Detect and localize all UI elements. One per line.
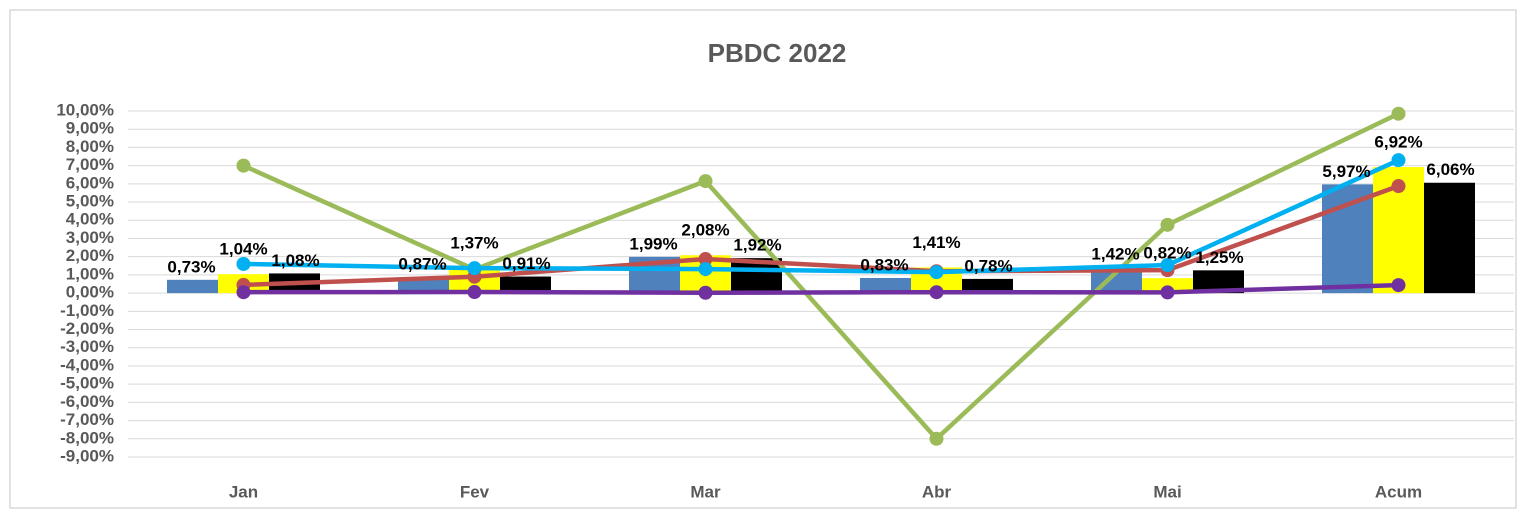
x-tick-label: Mai bbox=[1153, 482, 1181, 501]
line bbox=[243, 183, 1400, 288]
line-marker bbox=[236, 256, 251, 271]
bar bbox=[1322, 184, 1373, 294]
y-tick-label: 7,00% bbox=[66, 155, 114, 174]
line bbox=[242, 111, 1400, 442]
y-tick-label: -8,00% bbox=[60, 428, 114, 447]
data-label: 0,83% bbox=[860, 255, 908, 274]
data-label: 6,92% bbox=[1374, 133, 1422, 152]
y-tick-label: -6,00% bbox=[60, 392, 114, 411]
data-label: 6,06% bbox=[1426, 160, 1474, 179]
y-tick-label: 10,00% bbox=[56, 100, 114, 119]
data-label: 1,08% bbox=[271, 251, 319, 270]
chart-title: PBDC 2022 bbox=[708, 38, 847, 68]
x-tick-label: Fev bbox=[460, 482, 490, 501]
line-marker bbox=[698, 252, 713, 267]
y-tick-label: -7,00% bbox=[60, 410, 114, 429]
line-marker bbox=[698, 262, 713, 277]
line-marker bbox=[467, 285, 482, 300]
data-label: 0,73% bbox=[167, 257, 215, 276]
x-tick-label: Acum bbox=[1375, 482, 1422, 501]
line-marker bbox=[1160, 217, 1175, 232]
data-label: 0,82% bbox=[1143, 244, 1191, 263]
line-marker bbox=[236, 285, 251, 300]
y-tick-label: 9,00% bbox=[66, 119, 114, 138]
bar bbox=[500, 276, 551, 294]
data-label: 1,04% bbox=[219, 240, 267, 259]
y-tick-label: -5,00% bbox=[60, 374, 114, 393]
line-marker bbox=[1391, 106, 1406, 121]
line-marker bbox=[698, 174, 713, 189]
line-marker bbox=[929, 285, 944, 300]
x-tick-label: Mar bbox=[690, 482, 721, 501]
bar bbox=[1193, 270, 1244, 294]
y-tick-label: -1,00% bbox=[60, 301, 114, 320]
bar bbox=[1424, 182, 1475, 294]
y-tick-label: 4,00% bbox=[66, 210, 114, 229]
bar bbox=[860, 277, 911, 294]
data-label: 1,37% bbox=[450, 234, 498, 253]
y-tick-label: -4,00% bbox=[60, 355, 114, 374]
line-marker bbox=[236, 158, 251, 173]
data-label: 0,78% bbox=[964, 256, 1012, 275]
y-tick-label: -2,00% bbox=[60, 319, 114, 338]
line bbox=[243, 282, 1399, 295]
data-label: 0,91% bbox=[502, 254, 550, 273]
data-label: 1,42% bbox=[1091, 245, 1139, 264]
x-tick-label: Jan bbox=[229, 482, 258, 501]
line-marker bbox=[467, 261, 482, 276]
line-marker bbox=[698, 285, 713, 300]
bar bbox=[167, 279, 218, 294]
y-tick-label: 3,00% bbox=[66, 228, 114, 247]
bar bbox=[962, 278, 1013, 294]
line-marker bbox=[1391, 278, 1406, 293]
y-tick-label: 5,00% bbox=[66, 192, 114, 211]
y-tick-label: -9,00% bbox=[60, 446, 114, 465]
y-tick-label: -3,00% bbox=[60, 337, 114, 356]
data-label: 1,41% bbox=[912, 233, 960, 252]
line-marker bbox=[1160, 258, 1175, 273]
data-label: 5,97% bbox=[1322, 162, 1370, 181]
y-tick-label: 8,00% bbox=[66, 137, 114, 156]
line bbox=[243, 158, 1400, 275]
data-label: 1,99% bbox=[629, 234, 677, 253]
line-marker bbox=[929, 265, 944, 280]
y-tick-label: 0,00% bbox=[66, 283, 114, 302]
y-tick-label: 2,00% bbox=[66, 246, 114, 265]
line-marker bbox=[929, 431, 944, 446]
data-label: 0,87% bbox=[398, 255, 446, 274]
data-label: 2,08% bbox=[681, 221, 729, 240]
line-marker bbox=[1391, 153, 1406, 168]
line-marker bbox=[1391, 179, 1406, 194]
x-tick-label: Abr bbox=[922, 482, 952, 501]
y-tick-label: 1,00% bbox=[66, 264, 114, 283]
y-tick-label: 6,00% bbox=[66, 173, 114, 192]
line-marker bbox=[1160, 285, 1175, 300]
data-label: 1,25% bbox=[1195, 248, 1243, 267]
data-label: 1,92% bbox=[733, 236, 781, 255]
